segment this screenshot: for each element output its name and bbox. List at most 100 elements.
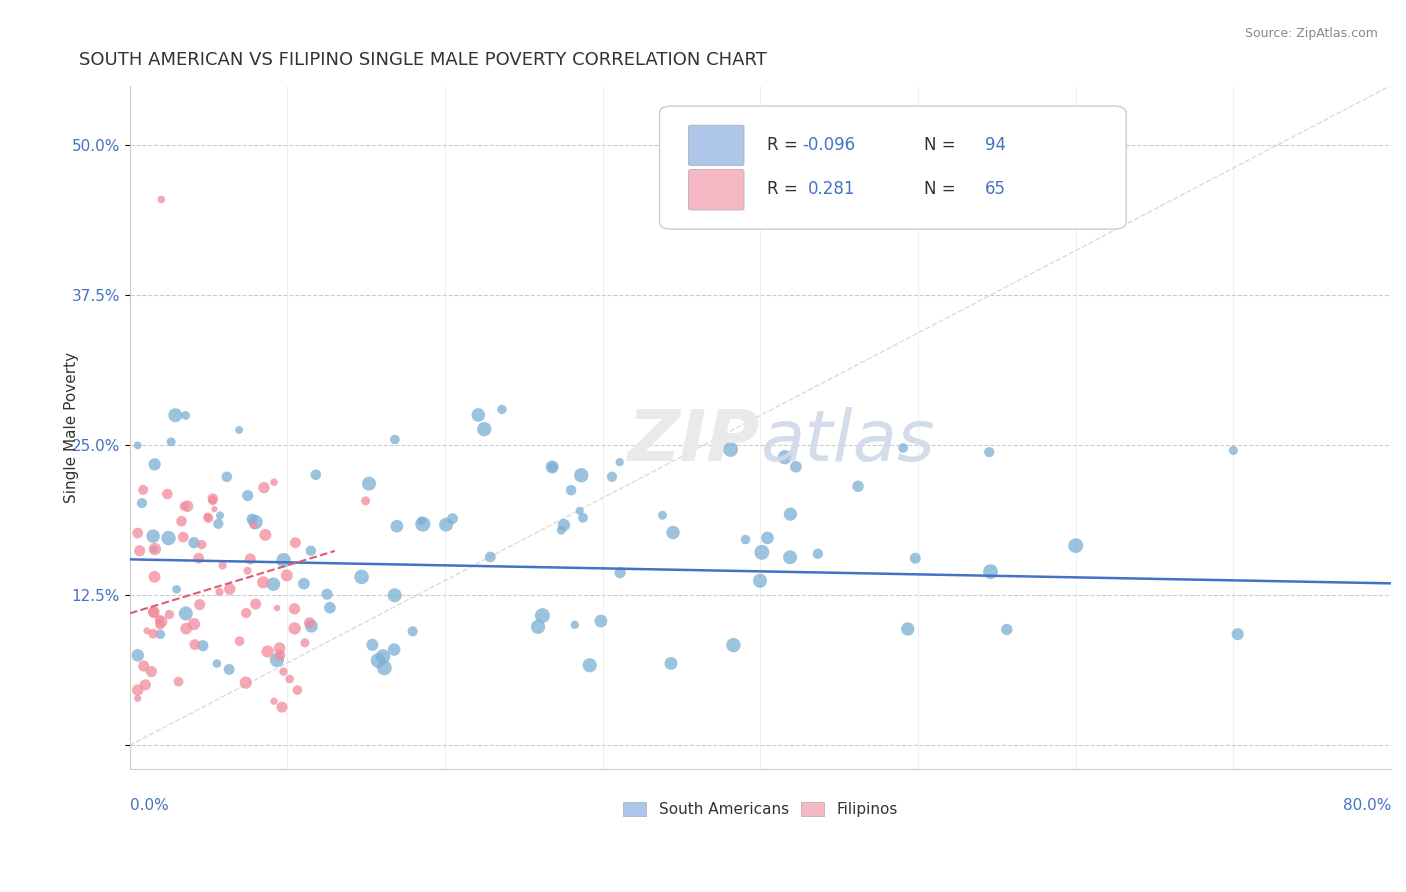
Point [560,483,582,498]
Point [188,598,211,612]
Point [236,489,259,503]
Point [553,518,575,533]
Point [284,621,307,635]
Point [276,568,298,582]
Point [127,648,149,663]
Point [412,517,434,532]
Point [779,507,801,521]
Point [150,615,173,629]
Point [201,491,224,506]
Point [541,459,564,474]
Point [183,617,205,632]
Point [143,542,166,557]
Point [149,627,172,641]
Point [141,665,163,679]
Point [278,672,301,686]
Point [149,617,172,632]
Point [190,538,212,552]
Text: R =: R = [766,136,797,154]
Point [299,543,322,558]
Point [479,549,502,564]
Text: 65: 65 [986,180,1007,198]
Point [184,638,207,652]
Point [252,575,274,590]
Point [245,515,267,529]
Point [659,657,682,671]
Point [142,606,165,620]
Point [720,442,742,457]
Point [166,582,188,597]
Point [197,511,219,525]
Point [779,550,801,565]
Point [651,508,673,523]
Point [785,459,807,474]
Point [187,551,209,566]
Point [441,511,464,525]
Point [749,574,772,588]
Point [202,502,225,516]
Point [174,607,197,621]
Point [367,653,389,667]
Point [263,694,285,708]
Point [609,455,631,469]
Point [239,552,262,566]
Point [979,565,1001,579]
Point [572,510,595,524]
Point [609,566,631,580]
Point [531,608,554,623]
Point [371,649,394,664]
Point [541,460,564,475]
Point [174,622,197,636]
Point [299,619,322,633]
Point [211,558,233,573]
Point [373,661,395,675]
Point [527,620,550,634]
Point [183,535,205,549]
Point [228,423,250,437]
Point [201,493,224,508]
Text: Source: ZipAtlas.com: Source: ZipAtlas.com [1244,27,1378,40]
FancyBboxPatch shape [689,169,744,210]
Point [266,601,288,615]
Point [191,639,214,653]
Point [472,422,495,436]
Text: -0.096: -0.096 [801,136,855,154]
Point [467,408,489,422]
Text: atlas: atlas [761,407,935,475]
Point [807,547,830,561]
Point [287,683,309,698]
Point [242,518,264,533]
Point [132,483,155,497]
Point [208,585,231,599]
Point [131,496,153,510]
Point [316,587,339,601]
Point [600,469,623,483]
Point [292,576,315,591]
Point [235,606,257,620]
Point [723,638,745,652]
Point [283,601,305,615]
Point [209,508,232,523]
Point [215,470,238,484]
Point [1222,443,1244,458]
Text: 80.0%: 80.0% [1343,798,1391,814]
Point [167,674,190,689]
Point [384,433,406,447]
Point [253,481,276,495]
Point [172,530,194,544]
Point [142,529,165,543]
Point [269,648,291,662]
Point [846,479,869,493]
Point [662,525,685,540]
Point [127,683,149,698]
Point [235,675,257,690]
Point [143,458,166,472]
Point [294,636,316,650]
Point [160,434,183,449]
Point [205,657,228,671]
Point [734,533,756,547]
Point [173,500,195,514]
Point [254,528,277,542]
Legend: South Americans, Filipinos: South Americans, Filipinos [617,796,904,823]
Point [1064,539,1087,553]
